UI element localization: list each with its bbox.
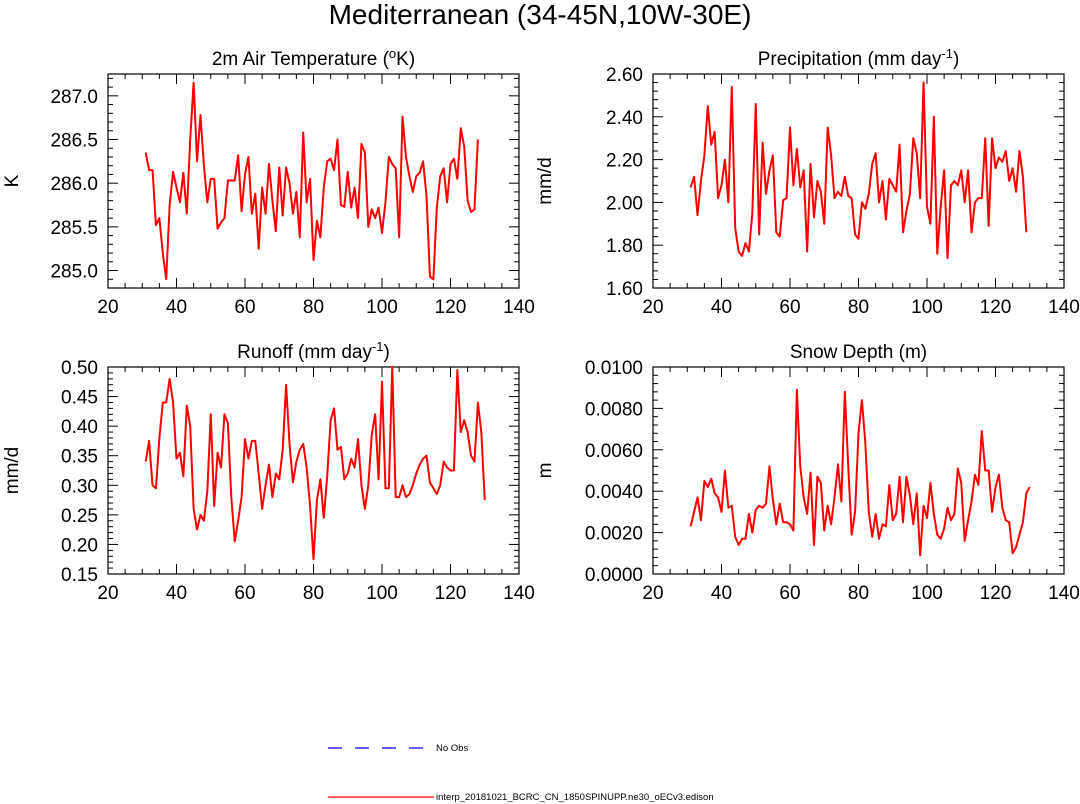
precipitation-ytick-label: 2.20: [606, 151, 643, 172]
temperature-title: 2m Air Temperature (oK): [212, 46, 415, 70]
precipitation-xtick-label: 60: [779, 297, 800, 318]
precipitation-ytick-label: 2.00: [606, 193, 643, 214]
runoff-ytick-label: 0.25: [61, 506, 98, 527]
precipitation-series-line: [689, 81, 1028, 260]
runoff-title-sup: -1: [372, 339, 384, 354]
precipitation-ytick-label: 2.40: [606, 108, 643, 129]
temperature-ytick-label: 286.5: [50, 131, 98, 152]
snow-depth-ytick-label: 0.0100: [585, 358, 643, 379]
snow-depth-xtick-label: 120: [980, 583, 1012, 604]
runoff-title-main: Runoff (mm day: [237, 342, 372, 363]
snow-depth-xtick-label: 20: [642, 583, 663, 604]
snow-depth-xtick-label: 140: [1048, 583, 1080, 604]
runoff-xtick-label: 60: [234, 583, 255, 604]
snow-depth-xtick-label: 80: [848, 583, 869, 604]
runoff-ytick-label: 0.30: [61, 476, 98, 497]
snow-depth-ytick-label: 0.0060: [585, 441, 643, 462]
runoff-xtick-label: 100: [366, 583, 398, 604]
runoff-xtick-label: 80: [303, 583, 324, 604]
temperature-ytick-label: 286.0: [50, 174, 98, 195]
runoff-ytick-label: 0.35: [61, 447, 98, 468]
snow-depth-title-main: Snow Depth (m): [790, 342, 927, 363]
temperature-xtick-label: 20: [97, 297, 118, 318]
snow-depth-xtick-label: 40: [711, 583, 732, 604]
precipitation-xtick-label: 100: [911, 297, 943, 318]
snow-depth-frame: [652, 366, 1065, 575]
precipitation-ytick-label: 1.80: [606, 236, 643, 257]
snow-depth-title: Snow Depth (m): [790, 342, 927, 363]
runoff-ytick-label: 0.15: [61, 565, 98, 586]
runoff-ytick-label: 0.45: [61, 388, 98, 409]
temperature-series-line: [144, 81, 479, 281]
precipitation-xtick-label: 120: [980, 297, 1012, 318]
runoff-ytick-label: 0.20: [61, 535, 98, 556]
precipitation-ytick-label: 1.60: [606, 279, 643, 300]
runoff-panel: Runoff (mm day-1) mm/d 20 40 60 80 100 120 140 0.…: [2, 339, 535, 604]
legend: No Obs interp_20181021_BCRC_CN_1850SPINU…: [328, 743, 714, 803]
temperature-xtick-label: 80: [303, 297, 324, 318]
temperature-ytick-label: 287.0: [50, 87, 98, 108]
temperature-ytick-label: 285.0: [50, 262, 98, 283]
temperature-title-main: 2m Air Temperature (: [212, 49, 390, 70]
snow-depth-xtick-label: 100: [911, 583, 943, 604]
precipitation-title-sup: -1: [941, 46, 953, 61]
precipitation-ytick-label: 2.60: [606, 65, 643, 86]
legend-model-label: interp_20181021_BCRC_CN_1850SPINUPP.ne30…: [436, 792, 714, 803]
temperature-xtick-label: 140: [503, 297, 535, 318]
snow-depth-panel: Snow Depth (m) m 20 40 60 80 100 120 140 0.0000 0.…: [535, 342, 1080, 604]
runoff-xtick-label: 120: [435, 583, 467, 604]
precipitation-frame: [652, 73, 1065, 289]
runoff-title: Runoff (mm day-1): [237, 339, 390, 363]
temperature-panel: 2m Air Temperature (oK) K 20 40 60 80 100 120 14…: [2, 46, 535, 318]
precipitation-title-main: Precipitation (mm day: [758, 49, 942, 70]
runoff-title-after: ): [384, 342, 390, 363]
runoff-ylabel: mm/d: [2, 447, 23, 495]
snow-depth-ytick-label: 0.0000: [585, 565, 643, 586]
temperature-xtick-label: 100: [366, 297, 398, 318]
precipitation-panel: Precipitation (mm day-1) mm/d 20 40 60 80 100 1…: [535, 46, 1080, 318]
temperature-xtick-label: 40: [166, 297, 187, 318]
runoff-xtick-label: 40: [166, 583, 187, 604]
runoff-xtick-label: 20: [97, 583, 118, 604]
precipitation-title-after: ): [953, 49, 959, 70]
snow-depth-ylabel: m: [535, 463, 556, 479]
snow-depth-ytick-label: 0.0020: [585, 524, 643, 545]
snow-depth-xtick-label: 60: [779, 583, 800, 604]
temperature-title-sup: o: [389, 46, 396, 61]
temperature-xtick-label: 60: [234, 297, 255, 318]
runoff-ytick-label: 0.50: [61, 358, 98, 379]
temperature-ytick-label: 285.5: [50, 218, 98, 239]
runoff-ytick-label: 0.40: [61, 417, 98, 438]
runoff-series-line: [144, 366, 486, 561]
temperature-xtick-label: 120: [435, 297, 467, 318]
legend-obs-label: No Obs: [436, 743, 468, 754]
precipitation-ylabel: mm/d: [535, 157, 556, 205]
temperature-title-after: K): [396, 49, 415, 70]
precipitation-xtick-label: 40: [711, 297, 732, 318]
precipitation-xtick-label: 20: [642, 297, 663, 318]
precipitation-title: Precipitation (mm day-1): [758, 46, 960, 70]
panels: 2m Air Temperature (oK) K 20 40 60 80 100 120 14…: [2, 46, 1080, 604]
runoff-xtick-label: 140: [503, 583, 535, 604]
figure-title: Mediterranean (34-45N,10W-30E): [329, 0, 752, 30]
snow-depth-series-line: [689, 388, 1031, 557]
snow-depth-ytick-label: 0.0080: [585, 399, 643, 420]
temperature-ylabel: K: [2, 174, 23, 187]
precipitation-xtick-label: 140: [1048, 297, 1080, 318]
precipitation-xtick-label: 80: [848, 297, 869, 318]
snow-depth-ytick-label: 0.0040: [585, 482, 643, 503]
